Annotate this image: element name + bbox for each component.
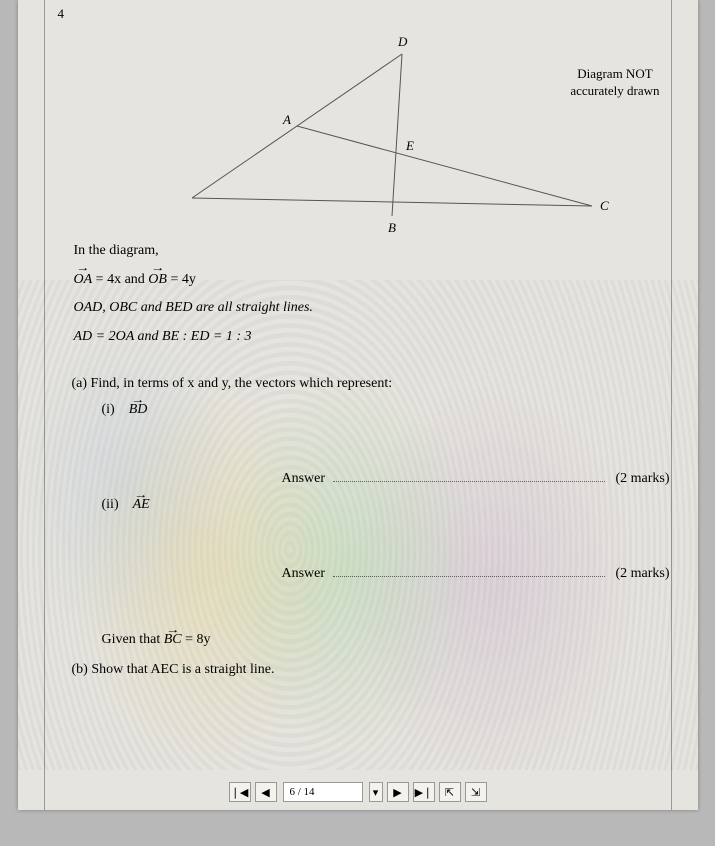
sub-i: (i) BD [102, 402, 670, 418]
answer-row-i: Answer (2 marks) [72, 468, 670, 487]
page-content: 4 OA D B E C Diagram NOT accurately drawn In… [18, 0, 698, 810]
given-lines: OAD, OBC and BED are all straight lines. [74, 295, 670, 322]
pdf-toolbar: ❘◀ ◀ 6 / 14 ▾ ▶ ▶❘ ⇱ ⇲ [18, 774, 698, 810]
diagram-note-line1: Diagram NOT [577, 66, 652, 81]
marks-ii: (2 marks) [615, 566, 669, 582]
diagram-area: OADBEC Diagram NOT accurately drawn [72, 8, 670, 238]
vec-BC: BC [164, 632, 182, 648]
question-number: 4 [58, 6, 65, 22]
svg-text:E: E [405, 138, 414, 153]
vec-AE: AE [133, 497, 150, 513]
answer-blank-ii [333, 563, 605, 577]
sub-ii: (ii) AE [102, 497, 670, 513]
page: 4 OA D B E C Diagram NOT accurately drawn In… [18, 0, 698, 810]
next-page-button[interactable]: ▶ [387, 782, 409, 802]
vec-OB: OB [148, 267, 167, 294]
svg-text:B: B [388, 220, 396, 235]
diagram: OADBEC [192, 18, 612, 243]
diagram-note: Diagram NOT accurately drawn [570, 66, 659, 100]
given1-end: = 4y [167, 272, 196, 287]
given-bc-pre: Given that [102, 632, 164, 647]
given-bc: Given that BC = 8y [72, 632, 670, 648]
last-page-button[interactable]: ▶❘ [413, 782, 435, 802]
given-ratios: AD = 2OA and BE : ED = 1 : 3 [74, 324, 670, 351]
problem-statement: In the diagram, OA = 4x and OB = 4y OAD,… [72, 238, 670, 350]
part-b: (b) Show that AEC is a straight line. [72, 662, 670, 678]
given1-mid: = 4x and [92, 272, 148, 287]
answer-label-i: Answer [282, 471, 326, 487]
diagram-note-line2: accurately drawn [570, 83, 659, 98]
tool-button-1[interactable]: ⇱ [439, 782, 461, 802]
answer-row-ii: Answer (2 marks) [72, 563, 670, 582]
moire-overlay [18, 280, 698, 770]
tool-button-2[interactable]: ⇲ [465, 782, 487, 802]
svg-text:D: D [397, 34, 408, 49]
page-dropdown-button[interactable]: ▾ [369, 782, 383, 802]
answer-blank-i [333, 468, 605, 482]
given-vectors: OA = 4x and OB = 4y [74, 267, 670, 294]
vec-BD: BD [129, 402, 148, 418]
given-bc-post: = 8y [182, 632, 211, 647]
part-a: (a) Find, in terms of x and y, the vecto… [72, 376, 670, 392]
svg-text:A: A [282, 112, 291, 127]
vec-OA: OA [74, 267, 93, 294]
sub-ii-num: (ii) [102, 497, 119, 512]
svg-text:C: C [600, 198, 609, 213]
prev-page-button[interactable]: ◀ [255, 782, 277, 802]
sub-i-num: (i) [102, 402, 115, 417]
page-indicator[interactable]: 6 / 14 [283, 782, 363, 802]
first-page-button[interactable]: ❘◀ [229, 782, 251, 802]
answer-label-ii: Answer [282, 566, 326, 582]
marks-i: (2 marks) [615, 471, 669, 487]
